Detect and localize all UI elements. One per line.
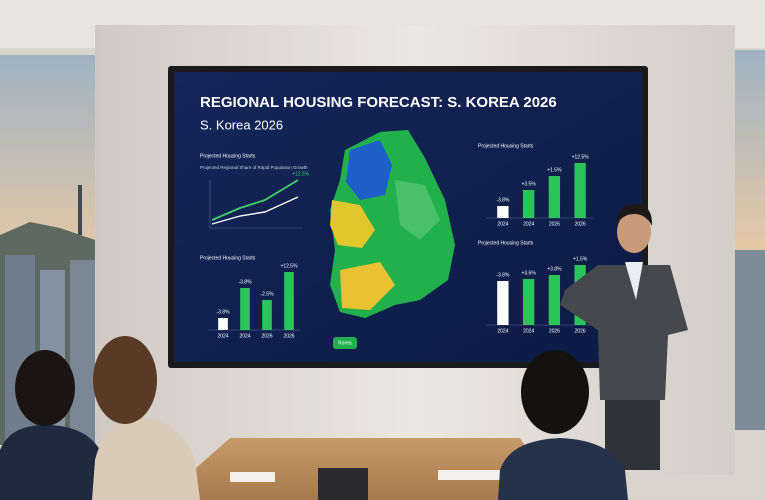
x-label: 2026 (575, 328, 586, 334)
x-label: 2026 (549, 328, 560, 334)
x-label: 2026 (283, 333, 294, 339)
map-region (340, 262, 395, 310)
value-label: +1.5% (547, 167, 562, 173)
x-label: 2026 (549, 221, 560, 227)
bar (497, 206, 509, 218)
map-region (330, 200, 375, 248)
x-label: 2024 (497, 221, 508, 227)
x-label: 2026 (575, 221, 586, 227)
x-label: 2024 (497, 328, 508, 334)
head (93, 336, 157, 424)
slide-title: REGIONAL HOUSING FORECAST: S. KOREA 2026 (200, 94, 557, 111)
notepad (230, 472, 275, 482)
value-label: -3.8% (238, 279, 252, 285)
hair (616, 203, 653, 226)
person (498, 438, 628, 500)
panel-title: Projected Housing Starts (478, 240, 534, 246)
bar (548, 275, 561, 325)
map-label: Korea (338, 340, 352, 346)
bar (574, 163, 586, 218)
panel-title: Projected Housing Starts (478, 143, 534, 149)
bar (548, 176, 561, 218)
x-label: 2024 (523, 328, 534, 334)
person (0, 425, 100, 500)
panel-title: Projected Housing Starts (200, 255, 256, 261)
x-label: 2026 (261, 333, 272, 339)
x-label: 2024 (239, 333, 250, 339)
value-label: +1.5% (573, 256, 588, 262)
laptop (318, 468, 368, 500)
value-label: +12.5% (292, 171, 310, 177)
head (15, 350, 75, 426)
value-label: -3.8% (496, 197, 510, 203)
map-label-box (333, 337, 357, 349)
audience (0, 336, 628, 500)
x-label: 2024 (217, 333, 228, 339)
map-region (395, 180, 440, 240)
slide-subtitle: S. Korea 2026 (200, 117, 283, 132)
value-label: +3.8% (547, 266, 562, 272)
notepad (438, 470, 503, 480)
trend-line (211, 196, 299, 225)
tower (78, 185, 82, 235)
suit (560, 265, 688, 400)
bar (240, 288, 250, 330)
panel-subtitle: Projected Regional Share of Rapid Popula… (200, 165, 308, 170)
value-label: +12.5% (280, 263, 298, 269)
person (92, 418, 200, 500)
x-label: 2024 (523, 221, 534, 227)
bar (497, 281, 509, 325)
bar (262, 300, 272, 330)
value-label: +3.5% (521, 181, 536, 187)
trend-line (211, 179, 299, 221)
head (521, 350, 589, 434)
building (70, 260, 95, 445)
bar (522, 190, 535, 218)
value-label: -3.8% (216, 309, 230, 315)
line-panel (209, 179, 302, 229)
bar (284, 272, 294, 330)
bar (522, 279, 535, 325)
map-region (346, 140, 392, 200)
panel-title: Projected Housing Starts (200, 153, 256, 159)
value-label: -2.5% (260, 291, 274, 297)
head (617, 211, 651, 253)
shirt (625, 262, 643, 300)
value-label: +12.5% (572, 154, 590, 160)
value-label: +3.6% (521, 270, 536, 276)
value-label: -3.8% (496, 272, 510, 278)
bar (218, 318, 228, 330)
building (735, 250, 765, 430)
